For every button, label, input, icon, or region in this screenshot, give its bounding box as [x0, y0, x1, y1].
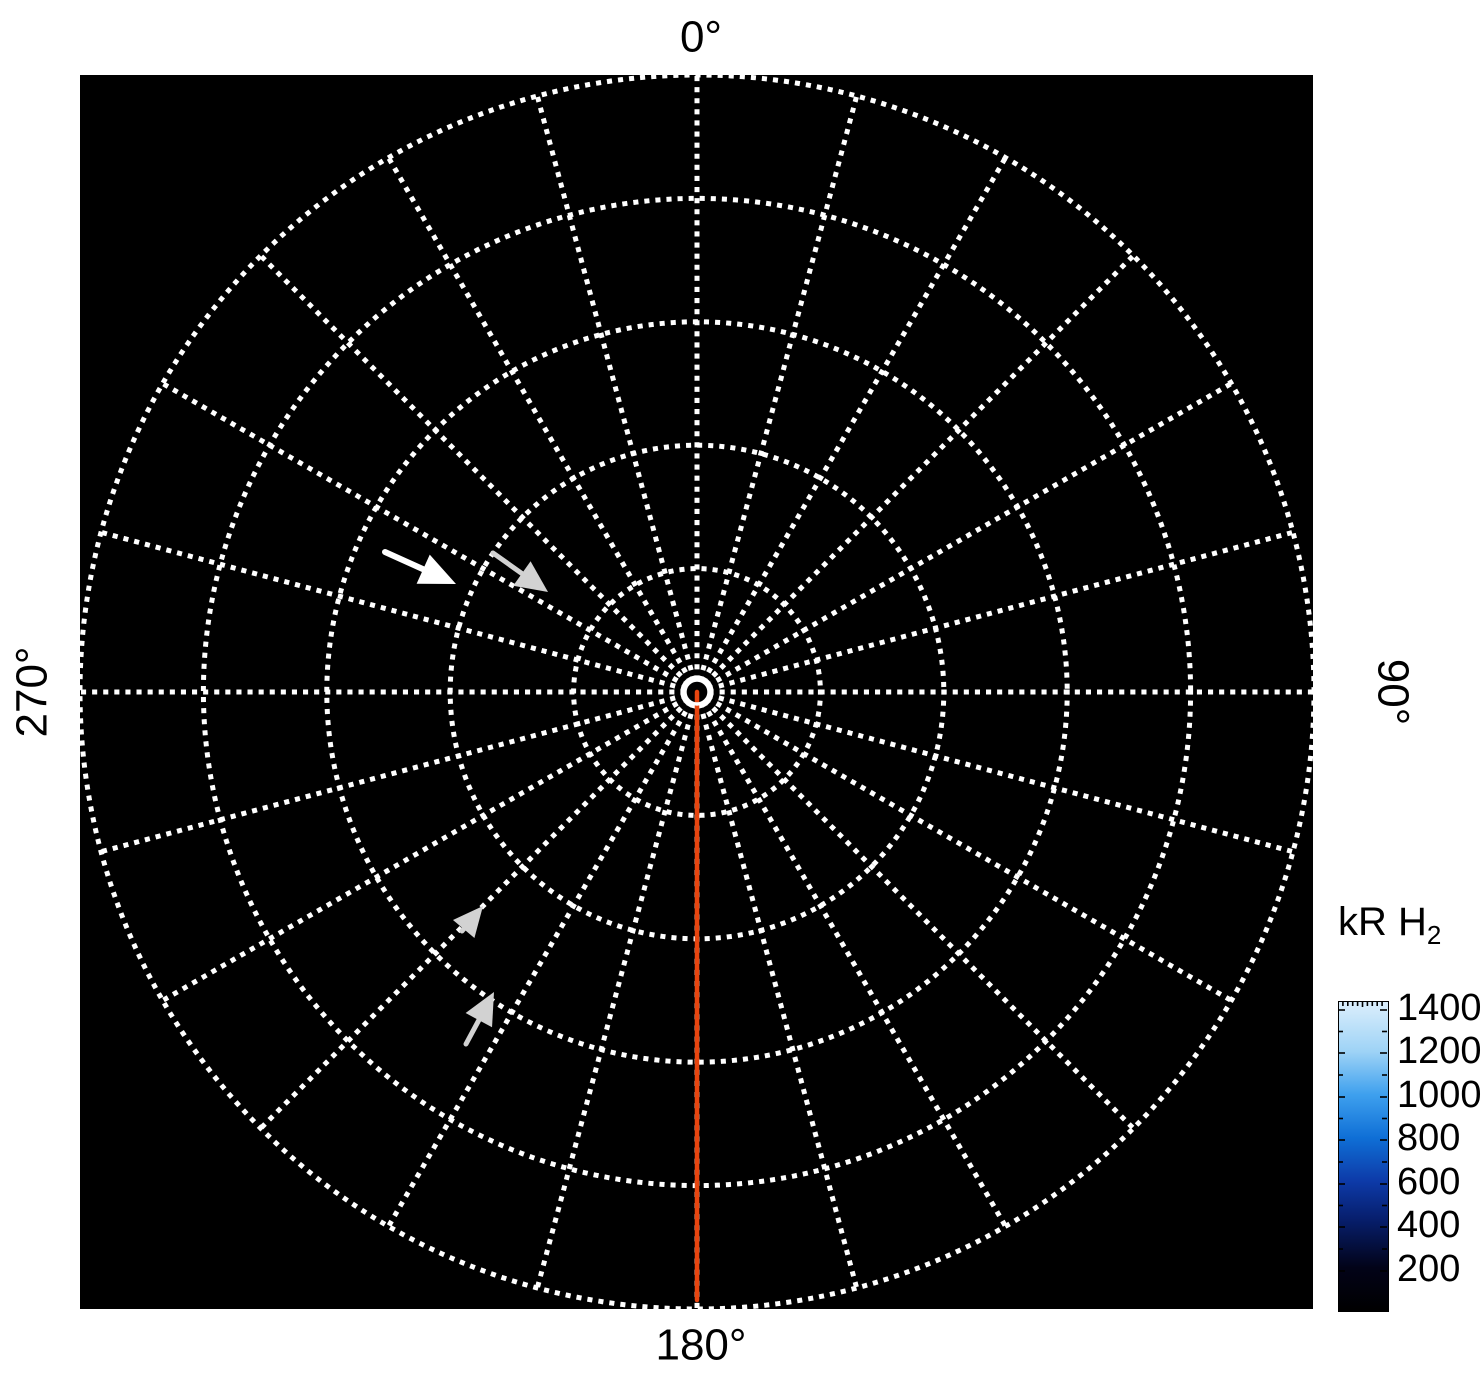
svg-text:1400: 1400 — [1397, 987, 1481, 1029]
svg-text:1000: 1000 — [1397, 1074, 1481, 1116]
svg-text:200: 200 — [1397, 1248, 1460, 1290]
svg-text:1200: 1200 — [1397, 1030, 1481, 1072]
svg-text:600: 600 — [1397, 1161, 1460, 1203]
svg-text:400: 400 — [1397, 1204, 1460, 1246]
svg-text:800: 800 — [1397, 1117, 1460, 1159]
